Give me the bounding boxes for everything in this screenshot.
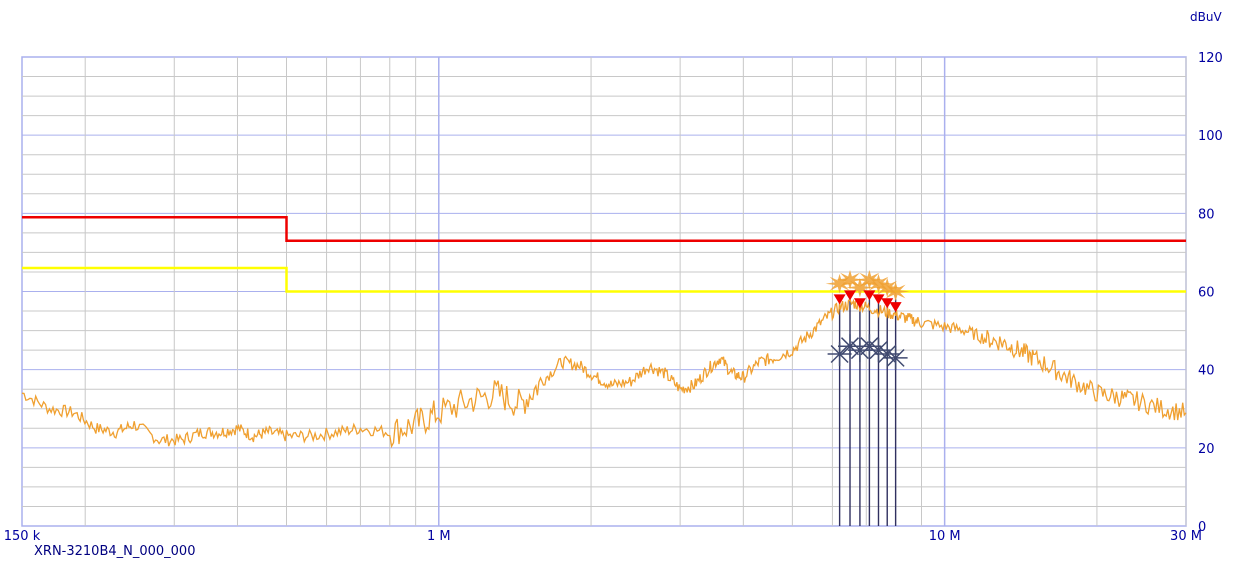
asterisk-marker xyxy=(847,338,872,363)
asterisk-stroke xyxy=(830,344,849,364)
asterisk-marker xyxy=(857,334,882,359)
asterisk-stroke xyxy=(840,337,860,356)
peak-marker xyxy=(889,302,902,313)
peak-marker xyxy=(844,290,857,301)
x-tick-label: 10 M xyxy=(929,529,961,544)
asterisk-marker xyxy=(883,345,908,370)
y-tick-label: 100 xyxy=(1198,129,1223,144)
asterisk-stroke xyxy=(878,344,897,364)
asterisk-stroke xyxy=(850,341,869,360)
peak-marker xyxy=(853,298,866,309)
y-axis-unit-label: dBuV xyxy=(1190,10,1222,24)
asterisk-stroke xyxy=(860,337,879,356)
asterisk-stroke xyxy=(869,341,888,360)
limit-line-avg xyxy=(22,266,1186,293)
peak-marker xyxy=(863,290,876,301)
spectrum-trace xyxy=(21,298,1187,449)
y-tick-label: 20 xyxy=(1198,442,1215,457)
x-tick-label: 150 k xyxy=(4,529,41,544)
measurement-file-label: XRN-3210B4_N_000_000 xyxy=(34,544,196,559)
y-tick-label: 0 xyxy=(1198,520,1206,535)
peak-marker xyxy=(833,294,846,305)
x-tick-label: 1 M xyxy=(427,529,451,544)
limit-line-qp xyxy=(22,215,1186,242)
peak-burst xyxy=(881,281,910,302)
peak-marker xyxy=(881,298,894,309)
peak-marker xyxy=(872,294,885,305)
y-tick-label: 120 xyxy=(1198,51,1223,66)
x-tick-label: 30 M xyxy=(1170,529,1202,544)
y-tick-label: 40 xyxy=(1198,364,1215,379)
asterisk-stroke xyxy=(886,348,905,367)
y-tick-label: 80 xyxy=(1198,207,1215,222)
y-tick-label: 60 xyxy=(1198,286,1215,301)
